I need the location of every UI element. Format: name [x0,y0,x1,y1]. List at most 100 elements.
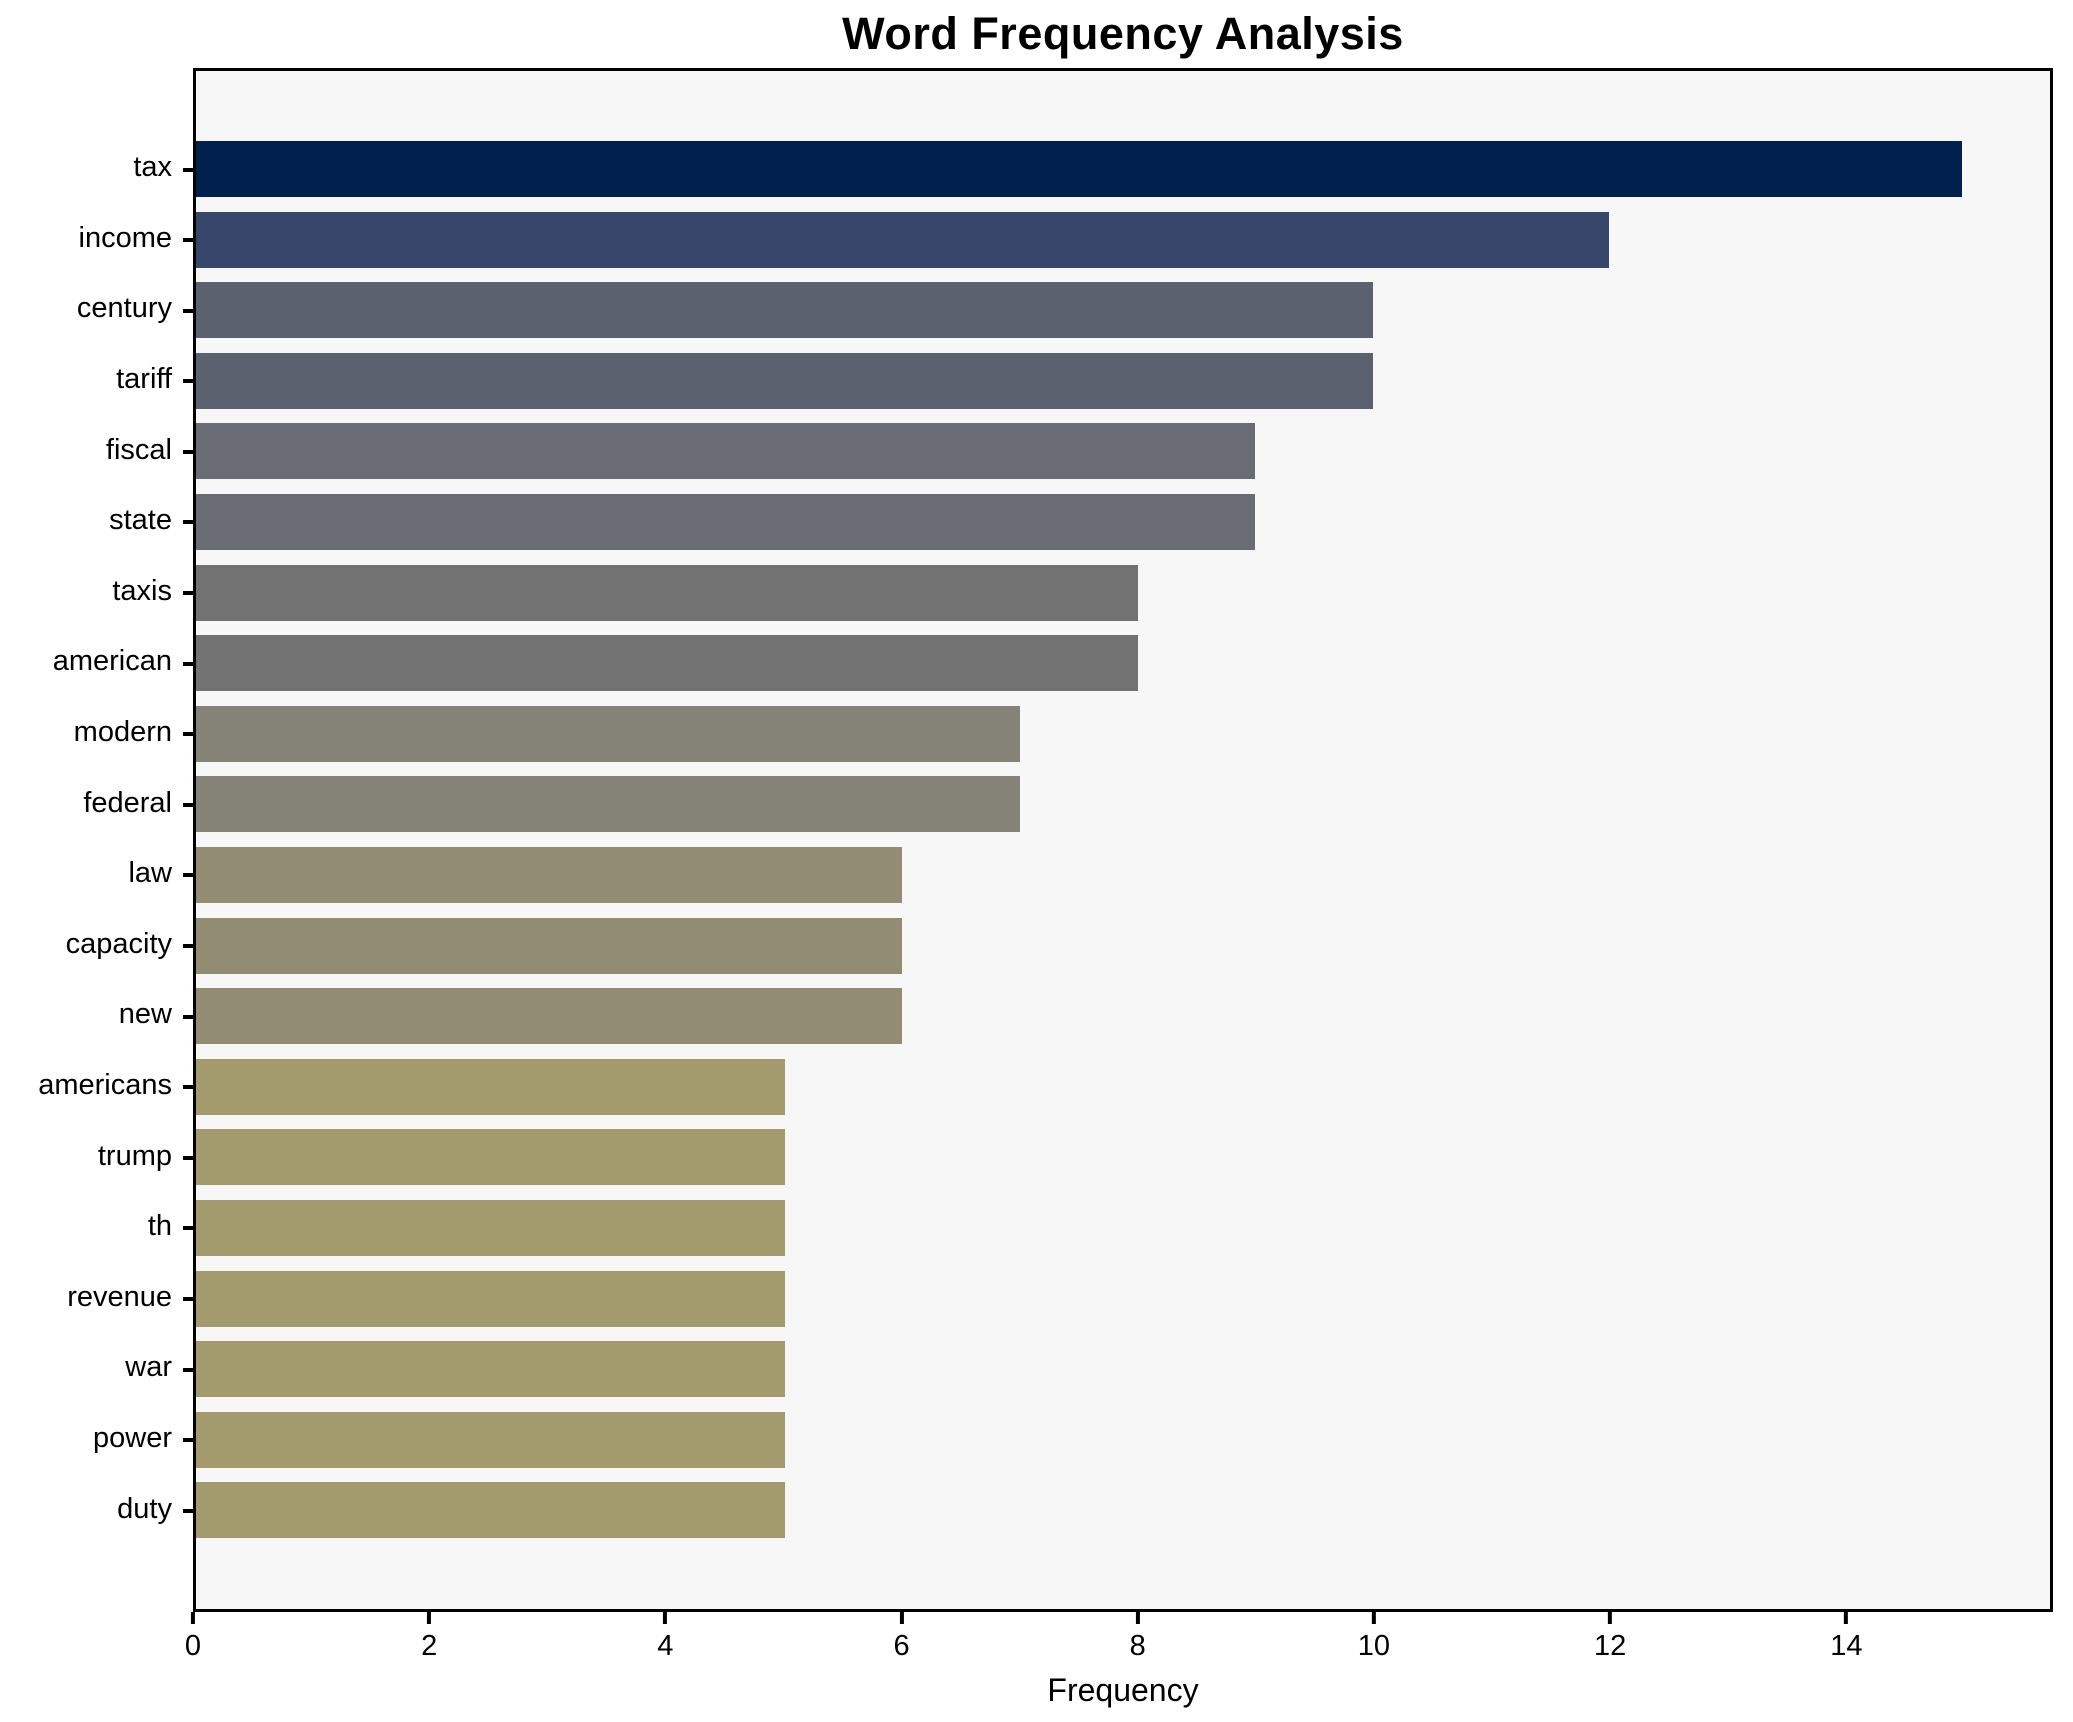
frequency-bar [196,1058,785,1115]
x-tick-label: 2 [421,1630,438,1662]
bar-row-income: income [79,205,2050,276]
x-axis-tick: 12 [1594,1612,1626,1663]
y-tick-label: duty [117,1492,172,1525]
x-axis-label: Frequency [1047,1672,1199,1708]
bar-row-federal: federal [83,769,2050,840]
frequency-bar [196,423,1256,480]
y-tick-label: modern [73,716,172,749]
y-tick-mark [183,661,193,666]
x-tick-mark [1371,1612,1376,1624]
y-tick-label: american [52,645,172,678]
x-tick-label: 0 [184,1630,202,1662]
frequency-bar [196,917,903,974]
frequency-bar [196,988,903,1045]
y-tick-label: fiscal [105,433,172,466]
x-axis-tick: 8 [1130,1612,1146,1663]
y-tick-mark [183,167,193,172]
y-tick-label: trump [97,1139,172,1172]
frequency-bar [196,705,1020,762]
chart-title: Word Frequency Analysis [842,8,1404,59]
frequency-bar [196,141,1962,197]
bar-row-trump: trump [98,1122,2050,1193]
x-tick-mark [1135,1612,1140,1624]
y-tick-mark [183,308,193,313]
x-tick-label: 8 [1129,1630,1146,1662]
y-tick-label: new [118,998,172,1031]
x-axis-tick: 10 [1358,1612,1390,1663]
x-axis-tick: 0 [185,1612,201,1663]
frequency-bar [196,776,1020,833]
frequency-bar [196,282,1374,339]
x-axis-tick: 4 [657,1612,673,1663]
bar-rows-container: tax income century tariff fiscal state t… [38,71,2050,1609]
y-tick-label: th [147,1210,172,1243]
frequency-bar [196,1270,785,1327]
y-tick-mark [183,1508,193,1513]
y-tick-label: americans [38,1069,172,1102]
y-tick-mark [183,449,193,454]
y-tick-mark [183,873,193,878]
x-tick-label: 4 [657,1630,674,1662]
y-tick-label: law [128,857,172,890]
frequency-bar [196,1199,785,1256]
bar-row-century: century [77,275,2050,346]
y-tick-label: tariff [116,363,172,396]
y-tick-mark [183,238,193,243]
y-tick-mark [183,944,193,949]
bar-row-tariff: tariff [116,346,2050,417]
frequency-bar [196,211,1609,268]
bar-row-revenue: revenue [67,1264,2050,1335]
y-tick-label: federal [83,786,172,819]
x-tick-mark [663,1612,668,1624]
frequency-bar [196,493,1256,550]
y-tick-mark [183,591,193,596]
x-axis-tick: 6 [893,1612,910,1663]
x-tick-mark [1608,1612,1613,1624]
frequency-bar [196,1411,785,1468]
plot-area: tax income century tariff fiscal state t… [38,68,2053,1612]
y-tick-label: state [109,504,172,537]
frequency-bar [196,564,1138,621]
bar-row-fiscal: fiscal [106,416,2050,487]
y-tick-mark [183,1226,193,1231]
frequency-bar [196,635,1138,692]
frequency-bar [196,1129,785,1186]
y-tick-mark [183,379,193,384]
y-tick-mark [183,1155,193,1160]
bar-row-tax: tax [133,134,2050,205]
bar-row-modern: modern [74,699,2050,770]
x-tick-label: 10 [1357,1630,1391,1662]
frequency-bar [196,1341,785,1398]
y-tick-mark [183,1014,193,1019]
frequency-bar [196,352,1374,409]
bar-row-american: american [53,628,2050,699]
x-tick-mark [427,1612,432,1624]
frequency-bar [196,846,903,903]
y-tick-mark [183,732,193,737]
x-axis-tick: 14 [1830,1612,1862,1663]
y-tick-label: income [78,222,173,255]
bar-row-taxis: taxis [112,558,2050,629]
x-tick-label: 6 [893,1630,910,1662]
y-tick-mark [183,1085,193,1090]
bar-row-war: war [125,1334,2050,1405]
x-tick-mark [1844,1612,1849,1624]
y-tick-mark [183,1297,193,1301]
bar-row-state: state [109,487,2050,558]
bar-row-law: law [128,840,2050,911]
x-tick-mark [190,1612,195,1624]
bar-row-americans: americans [38,1052,2050,1123]
y-tick-mark [183,1438,193,1443]
y-tick-label: century [76,292,172,325]
x-tick-mark [899,1612,904,1624]
y-tick-mark [183,520,193,525]
bar-row-capacity: capacity [66,911,2050,982]
x-tick-label: 14 [1830,1630,1863,1662]
bar-row-power: power [93,1405,2050,1476]
bar-row-th: th [148,1193,2050,1264]
bar-row-duty: duty [117,1475,2050,1546]
frequency-bar [196,1482,785,1539]
bar-row-new: new [119,981,2050,1052]
x-tick-label: 12 [1594,1630,1627,1662]
